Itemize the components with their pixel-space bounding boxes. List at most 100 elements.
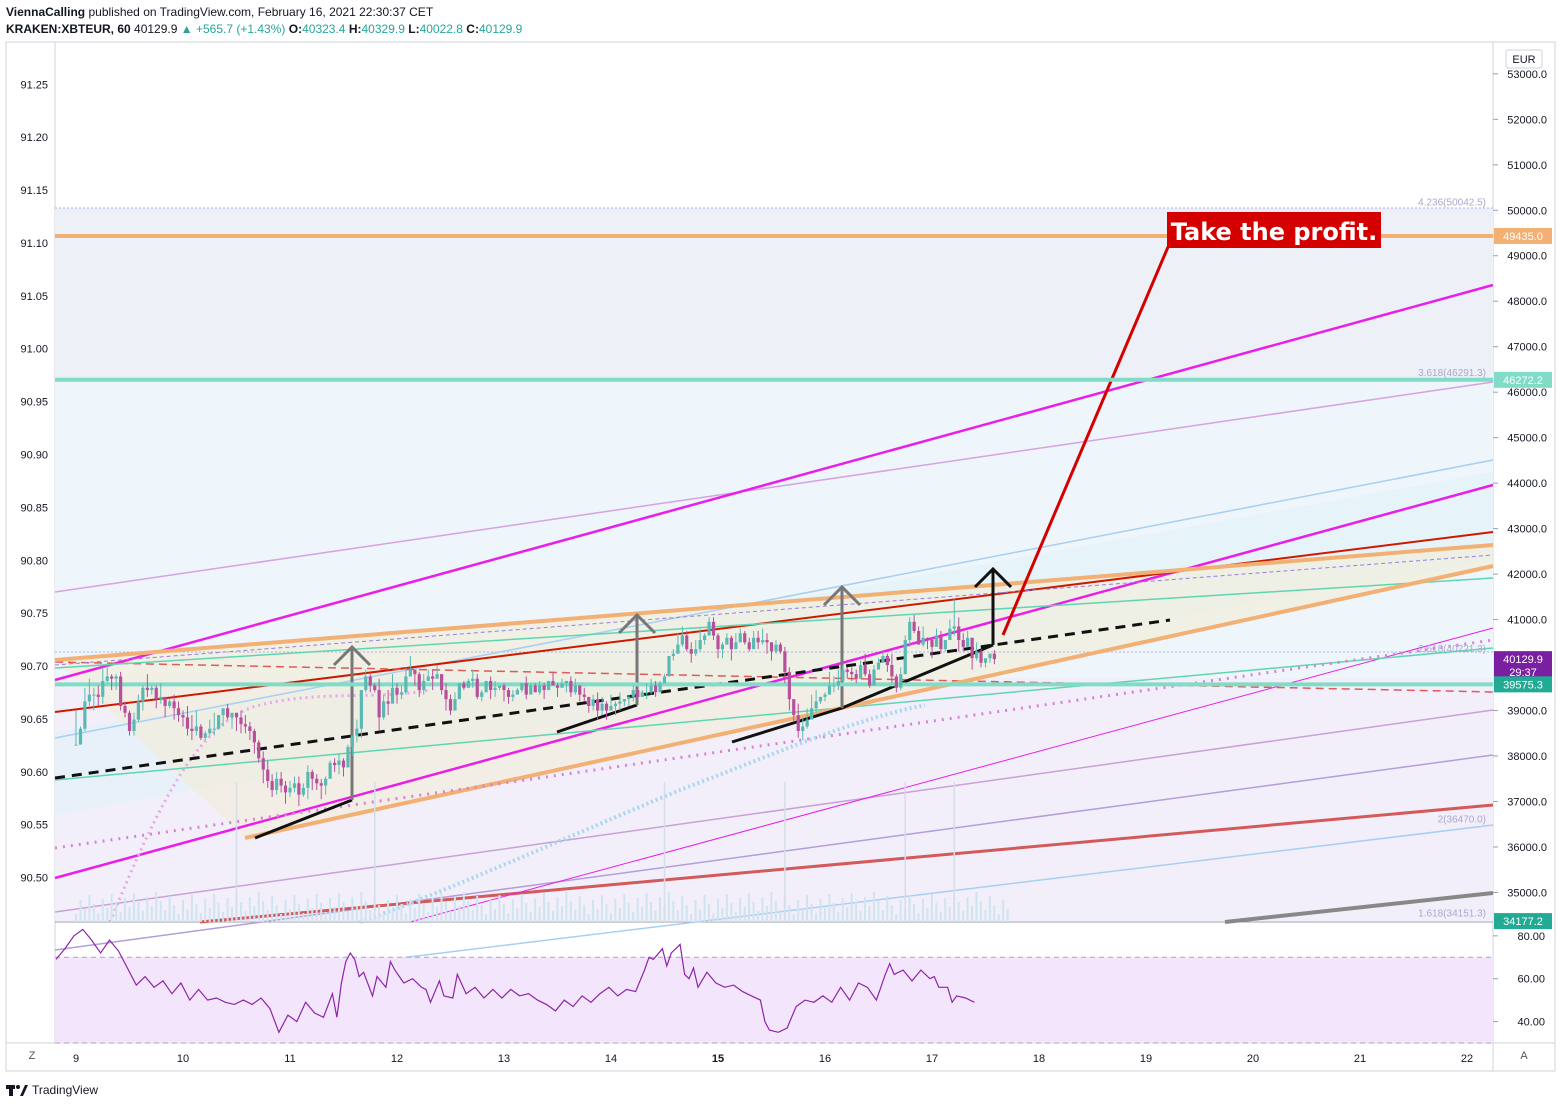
- candle-body: [261, 758, 265, 770]
- candle-body: [698, 640, 702, 650]
- candle-body: [787, 671, 791, 700]
- rsi-scale[interactable]: 80.00 60.00 40.00: [1493, 931, 1545, 1029]
- candle-body: [747, 642, 751, 650]
- candle-body: [961, 640, 965, 647]
- time-tick-label: 11: [284, 1053, 295, 1065]
- left-price-scale[interactable]: 91.25 91.20 91.15 91.10 91.05 91.00 90.95 90.90…: [20, 79, 48, 884]
- candle-body: [217, 715, 221, 729]
- published-text: published on TradingView.com, February 1…: [88, 5, 434, 19]
- rsi-tick-label: 60.00: [1517, 974, 1545, 986]
- author-name[interactable]: ViennaCalling: [6, 5, 86, 19]
- candle-body: [203, 733, 207, 738]
- callout-text: Take the profit.: [1171, 218, 1378, 246]
- candle-body: [386, 701, 390, 704]
- blue-channel-upper: [54, 459, 1494, 739]
- candle-body: [551, 680, 555, 686]
- candle-body: [368, 676, 372, 686]
- black-dashed-trend: [54, 618, 1171, 780]
- thin-magenta-line: [409, 627, 1494, 923]
- candle-body: [970, 637, 974, 659]
- auto-scale-button[interactable]: A: [1520, 1050, 1528, 1062]
- time-tick-label: 16: [819, 1053, 831, 1065]
- time-tick-label: 18: [1033, 1053, 1045, 1065]
- price-badge: [1494, 913, 1552, 930]
- time-tick-label: 22: [1461, 1053, 1473, 1065]
- candle-body: [662, 676, 667, 684]
- candle-body: [578, 685, 582, 695]
- candle-body: [569, 680, 573, 693]
- candle-body: [110, 676, 114, 679]
- left-tick-label: 90.65: [20, 714, 48, 726]
- candle-body: [310, 771, 314, 779]
- candle-body: [752, 637, 756, 650]
- candle-body: [471, 678, 475, 681]
- candle-body: [943, 640, 947, 650]
- take-profit-callout[interactable]: Take the profit.: [1167, 212, 1381, 248]
- candle-body: [680, 635, 684, 645]
- low-value: 40022.8: [419, 22, 463, 36]
- candle-body: [604, 703, 609, 711]
- candle-body: [390, 687, 395, 704]
- candle-body: [859, 665, 863, 679]
- candle-body: [649, 685, 653, 693]
- candle-body: [627, 696, 631, 700]
- up-arrow-icon: ▲: [180, 22, 193, 36]
- candle-body: [168, 701, 172, 706]
- candles: [74, 599, 996, 807]
- candle-body: [382, 701, 386, 718]
- candle-body: [163, 696, 167, 706]
- candle-body: [328, 762, 332, 779]
- candle-body: [373, 685, 377, 691]
- right-price-scale[interactable]: EUR 53000.0 52000.0 51000.0 50000.0 49000.0 48…: [1493, 49, 1547, 899]
- candle-body: [252, 730, 256, 743]
- callout-line: [1001, 246, 1170, 636]
- candle-body: [101, 680, 105, 697]
- candle-body: [493, 687, 497, 691]
- candle-body: [172, 701, 176, 709]
- candle-body: [810, 708, 814, 720]
- zoom-button[interactable]: Z: [28, 1050, 36, 1062]
- time-axis[interactable]: 9 10 11 12 13 14 15 16 17 18 19 20 21 22: [73, 1053, 1473, 1065]
- candle-body: [761, 640, 765, 643]
- rsi-tick-label: 80.00: [1517, 931, 1545, 943]
- candle-body: [694, 649, 698, 654]
- time-tick-label: 17: [926, 1053, 938, 1065]
- candle-body: [208, 728, 212, 734]
- candle-body: [988, 653, 992, 659]
- candle-body: [440, 674, 444, 691]
- red-resistance: [54, 531, 1494, 713]
- candle-body: [725, 637, 729, 645]
- candle-body: [404, 676, 408, 693]
- candle-body: [114, 676, 118, 679]
- left-tick-label: 90.75: [20, 608, 48, 620]
- candle-body: [194, 726, 198, 731]
- candle-body: [596, 699, 600, 711]
- candle-body: [948, 628, 952, 641]
- candle-body: [123, 705, 127, 713]
- symbol-label[interactable]: KRAKEN:XBTEUR, 60: [6, 22, 131, 36]
- candle-body: [805, 719, 809, 727]
- orange-wedge-upper: [54, 543, 1494, 662]
- candle-body: [301, 787, 305, 795]
- right-tick-label: 38000.0: [1507, 751, 1547, 763]
- candle-body: [297, 783, 301, 795]
- left-tick-label: 90.55: [20, 820, 48, 832]
- leg-3: [731, 706, 843, 744]
- brand-name[interactable]: TradingView: [32, 1083, 99, 1097]
- candle-body: [150, 687, 154, 691]
- candle-body: [212, 728, 216, 730]
- candle-body: [230, 712, 234, 718]
- candle-body: [868, 674, 872, 686]
- blue-dotted-curve: [359, 703, 926, 924]
- candle-body: [176, 708, 181, 716]
- right-tick-label: 39000.0: [1507, 706, 1547, 718]
- candle-body: [288, 787, 292, 793]
- candle-body: [774, 644, 778, 652]
- candle-body: [266, 769, 270, 782]
- pink-channel-lower: [54, 709, 1494, 913]
- fib-label: 3.618(46291.3): [1418, 368, 1486, 379]
- right-tick-label: 37000.0: [1507, 796, 1547, 808]
- candle-body: [640, 692, 644, 697]
- candle-body: [863, 665, 867, 675]
